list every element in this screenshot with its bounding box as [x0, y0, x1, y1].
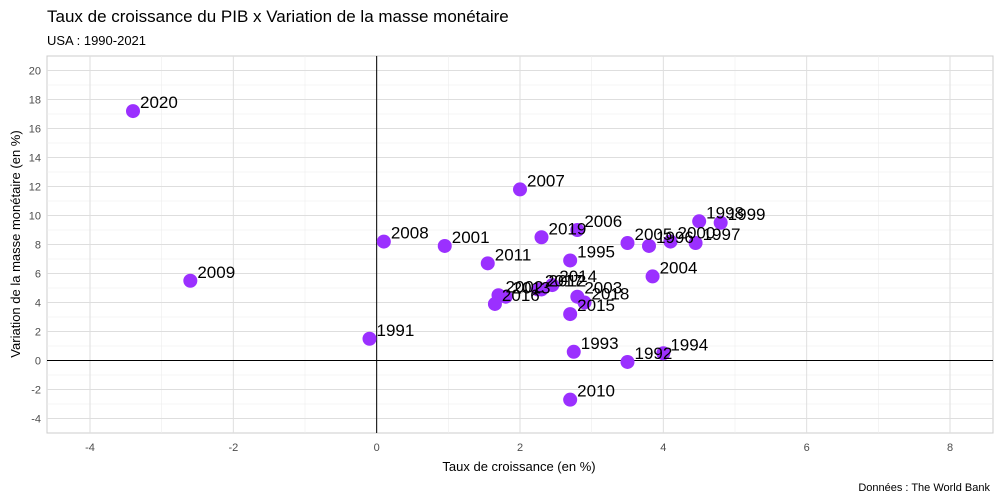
y-axis-title: Variation de la masse monétaire (en %): [8, 130, 23, 357]
y-tick-label: 20: [29, 66, 41, 78]
point-label: 1998: [706, 203, 744, 222]
x-tick-label: -2: [228, 442, 238, 454]
y-tick-label: 12: [29, 182, 41, 194]
grid: [46, 55, 994, 434]
data-point: [688, 236, 703, 251]
point-label: 2014: [559, 267, 597, 286]
x-tick-label: 4: [660, 442, 666, 454]
data-point: [577, 295, 592, 310]
point-label: 2006: [584, 212, 622, 231]
data-point: [534, 230, 549, 245]
point-label: 2012: [549, 271, 587, 290]
data-point: [126, 104, 140, 119]
data-point: [642, 238, 656, 253]
data-point: [376, 234, 391, 249]
point-label: 2004: [660, 258, 698, 277]
data-points: [126, 104, 728, 407]
point-label: 2015: [577, 296, 615, 315]
chart-subtitle: USA : 1990-2021: [47, 33, 146, 48]
data-point: [563, 307, 578, 322]
point-label: 2008: [391, 224, 429, 243]
data-point: [530, 282, 545, 297]
point-label: 2000: [678, 224, 716, 243]
data-point: [563, 392, 578, 407]
point-label: 2017: [545, 271, 583, 290]
data-point: [545, 278, 560, 293]
point-label: 2019: [549, 219, 587, 238]
y-tick-label: 8: [35, 240, 41, 252]
data-point: [656, 346, 671, 361]
data-point: [713, 215, 728, 230]
data-point: [663, 234, 678, 249]
data-point: [480, 256, 495, 271]
data-point: [513, 182, 527, 197]
data-point: [487, 296, 502, 311]
point-label: 1997: [703, 225, 741, 244]
y-tick-label: 18: [29, 95, 41, 107]
y-tick-label: 14: [29, 153, 41, 165]
point-label: 2016: [502, 286, 540, 305]
point-label: 2011: [495, 245, 532, 264]
x-tick-label: 0: [374, 442, 380, 454]
point-label: 1991: [377, 321, 415, 340]
data-point: [692, 214, 707, 229]
data-point: [645, 269, 660, 284]
data-point: [566, 344, 581, 359]
y-tick-label: 16: [29, 124, 41, 136]
y-tick-label: 10: [29, 211, 41, 223]
point-label: 1999: [728, 205, 766, 224]
y-tick-label: -2: [31, 385, 41, 397]
data-point: [183, 273, 198, 288]
point-label: 1994: [670, 335, 708, 354]
point-label: 2003: [584, 279, 622, 298]
chart-caption: Données : The World Bank: [858, 482, 990, 494]
data-point: [437, 238, 452, 253]
y-tick-label: 0: [35, 356, 41, 368]
point-label: 2002: [506, 277, 544, 296]
data-point: [563, 253, 578, 268]
data-point: [498, 289, 513, 304]
point-label: 1995: [577, 242, 615, 261]
x-tick-label: -4: [85, 442, 95, 454]
point-label: 2007: [527, 171, 565, 190]
data-point: [362, 331, 377, 346]
point-label: 2005: [635, 225, 673, 244]
point-label: 2013: [513, 279, 551, 298]
point-label: 2009: [197, 263, 235, 282]
y-tick-label: 6: [35, 269, 41, 281]
x-tick-label: 6: [804, 442, 810, 454]
tick-labels: -4 -2 0 2 4 6 8 -4 -2 0 2 4 6 8 10 12 14 16 18 20: [29, 66, 953, 455]
axes: [47, 56, 993, 433]
data-point: [620, 236, 635, 251]
y-tick-label: -4: [31, 414, 41, 426]
point-label: 2020: [140, 93, 178, 112]
y-tick-label: 4: [35, 298, 41, 310]
x-tick-label: 8: [947, 442, 953, 454]
point-label: 2010: [577, 382, 615, 401]
data-point: [570, 223, 585, 237]
point-label: 1993: [581, 334, 619, 353]
point-label: 2001: [452, 228, 490, 247]
point-label: 2018: [592, 285, 630, 304]
point-label: 1992: [635, 344, 673, 363]
chart-title: Taux de croissance du PIB x Variation de…: [47, 7, 509, 26]
data-point: [620, 354, 635, 369]
y-tick-label: 2: [35, 327, 41, 339]
x-axis-title: Taux de croissance (en %): [442, 459, 595, 474]
point-label: 1996: [656, 228, 694, 247]
x-tick-label: 2: [517, 442, 523, 454]
